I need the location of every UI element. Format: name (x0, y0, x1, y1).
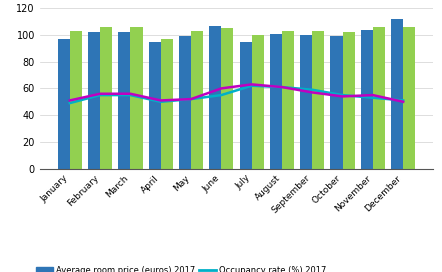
Bar (251, 35, 264, 169)
Bar (403, 27, 415, 169)
Bar (100, 27, 112, 169)
Bar (130, 27, 142, 169)
Bar (373, 27, 385, 169)
Bar (149, 42, 161, 169)
Bar (391, 19, 403, 169)
Bar (221, 28, 233, 169)
Bar (312, 31, 324, 169)
Bar (361, 30, 373, 169)
Legend: Average room price (euros) 2017, Average room price (euros) 2018, Occupancy rate: Average room price (euros) 2017, Average… (36, 266, 327, 272)
Bar (209, 26, 221, 169)
Bar (118, 32, 130, 169)
Bar (179, 36, 191, 169)
Bar (331, 36, 343, 169)
Bar (240, 42, 251, 169)
Bar (57, 39, 70, 169)
Bar (270, 33, 282, 169)
Bar (343, 32, 354, 169)
Bar (161, 39, 173, 169)
Bar (70, 31, 82, 169)
Bar (191, 31, 203, 169)
Bar (282, 31, 294, 169)
Bar (300, 35, 312, 169)
Bar (88, 32, 100, 169)
